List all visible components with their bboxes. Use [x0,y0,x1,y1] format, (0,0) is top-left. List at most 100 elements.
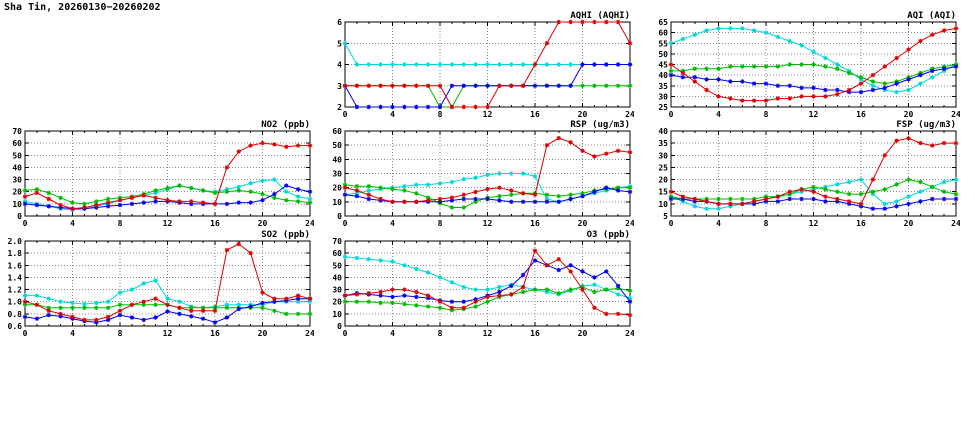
svg-text:1.4: 1.4 [8,273,23,282]
svg-text:0.8: 0.8 [8,310,23,319]
svg-text:24: 24 [305,329,314,338]
svg-text:24: 24 [305,219,314,228]
svg-text:0: 0 [343,219,348,228]
chart-so2: 0 4 8 12 16 20 24 0.6 0.8 1.0 1.2 1.4 1.6 1.8 2.0 SO2 (… [0,227,315,339]
svg-text:12: 12 [483,219,493,228]
svg-text:1.2: 1.2 [8,286,23,295]
svg-text:8: 8 [764,110,769,119]
svg-text:25: 25 [658,163,668,172]
svg-text:50: 50 [658,50,668,59]
svg-text:20: 20 [658,176,668,185]
svg-text:45: 45 [658,61,668,70]
svg-text:0: 0 [343,110,348,119]
svg-text:60: 60 [12,139,22,148]
svg-text:30: 30 [332,286,342,295]
svg-text:0.6: 0.6 [8,322,23,331]
svg-text:20: 20 [578,329,588,338]
chart-no2: 0 4 8 12 16 20 24 0 10 20 30 40 50 60 70 NO2 (ppb) [0,117,315,229]
svg-text:4: 4 [716,110,721,119]
svg-text:FSP (ug/m3): FSP (ug/m3) [896,120,956,130]
svg-text:0: 0 [23,219,28,228]
svg-text:5: 5 [337,39,342,48]
svg-text:16: 16 [856,110,866,119]
svg-text:0: 0 [23,329,28,338]
svg-text:AQI (AQI): AQI (AQI) [907,11,956,21]
svg-text:16: 16 [856,219,866,228]
page-title: Sha Tin, 20260130−20260202 [4,2,161,13]
svg-text:NO2 (ppb): NO2 (ppb) [261,120,310,130]
svg-text:4: 4 [390,219,395,228]
svg-text:65: 65 [658,18,668,27]
svg-text:50: 50 [12,151,22,160]
chart-svg: 0 4 8 12 16 20 24 0 10 20 30 40 50 60 RSP (ug/m3) [332,120,635,228]
svg-text:20: 20 [332,184,342,193]
svg-text:AQHI (AQHI): AQHI (AQHI) [570,11,630,21]
chart-o3: 0 4 8 12 16 20 24 0 10 20 30 40 50 60 70 O3 (ppb) [320,227,635,339]
svg-text:6: 6 [337,18,342,27]
svg-text:20: 20 [578,110,588,119]
svg-text:40: 40 [658,127,668,136]
svg-text:12: 12 [483,110,493,119]
svg-text:20: 20 [332,298,342,307]
svg-text:10: 10 [658,200,668,209]
svg-text:8: 8 [438,219,443,228]
svg-text:40: 40 [332,273,342,282]
svg-text:0: 0 [343,329,348,338]
svg-text:1.8: 1.8 [8,249,23,258]
svg-text:20: 20 [258,219,268,228]
svg-text:4: 4 [390,110,395,119]
svg-text:0: 0 [669,219,674,228]
svg-text:16: 16 [530,329,540,338]
svg-text:8: 8 [438,329,443,338]
chart-svg: 0 4 8 12 16 20 24 5 10 15 20 25 30 35 40 FSP (ug/m3) [658,120,961,228]
svg-text:1.0: 1.0 [8,298,23,307]
svg-text:12: 12 [809,110,819,119]
svg-text:16: 16 [210,329,220,338]
svg-text:10: 10 [332,310,342,319]
svg-text:24: 24 [951,219,960,228]
svg-text:24: 24 [625,110,634,119]
chart-svg: 0 4 8 12 16 20 24 0.6 0.8 1.0 1.2 1.4 1.6 1.8 2.0 SO2 (… [8,230,315,338]
svg-text:4: 4 [716,219,721,228]
svg-text:20: 20 [904,219,914,228]
svg-text:10: 10 [12,200,22,209]
svg-text:O3 (ppb): O3 (ppb) [587,230,630,240]
svg-text:24: 24 [625,219,634,228]
svg-text:4: 4 [70,219,75,228]
svg-text:12: 12 [163,219,173,228]
svg-text:60: 60 [658,29,668,38]
svg-text:20: 20 [578,219,588,228]
svg-text:25: 25 [658,103,668,112]
svg-text:40: 40 [12,163,22,172]
chart-rsp: 0 4 8 12 16 20 24 0 10 20 30 40 50 60 RSP (ug/m3) [320,117,635,229]
svg-text:0: 0 [669,110,674,119]
svg-text:8: 8 [118,219,123,228]
svg-text:60: 60 [332,127,342,136]
svg-text:24: 24 [625,329,634,338]
svg-text:SO2 (ppb): SO2 (ppb) [261,230,310,240]
svg-text:12: 12 [483,329,493,338]
svg-text:50: 50 [332,141,342,150]
svg-text:20: 20 [258,329,268,338]
svg-text:2: 2 [337,103,342,112]
svg-text:4: 4 [337,61,342,70]
svg-text:30: 30 [658,92,668,101]
svg-text:4: 4 [390,329,395,338]
svg-text:8: 8 [438,110,443,119]
svg-text:24: 24 [951,110,960,119]
chart-svg: 0 4 8 12 16 20 24 0 10 20 30 40 50 60 70 NO2 (ppb) [12,120,315,228]
svg-text:60: 60 [332,249,342,258]
svg-text:20: 20 [12,188,22,197]
svg-text:16: 16 [210,219,220,228]
svg-text:30: 30 [12,176,22,185]
svg-text:4: 4 [70,329,75,338]
svg-text:8: 8 [118,329,123,338]
svg-text:RSP (ug/m3): RSP (ug/m3) [570,120,630,130]
svg-text:40: 40 [658,71,668,80]
svg-text:3: 3 [337,82,342,91]
svg-text:0: 0 [337,322,342,331]
svg-text:12: 12 [163,329,173,338]
svg-text:35: 35 [658,139,668,148]
